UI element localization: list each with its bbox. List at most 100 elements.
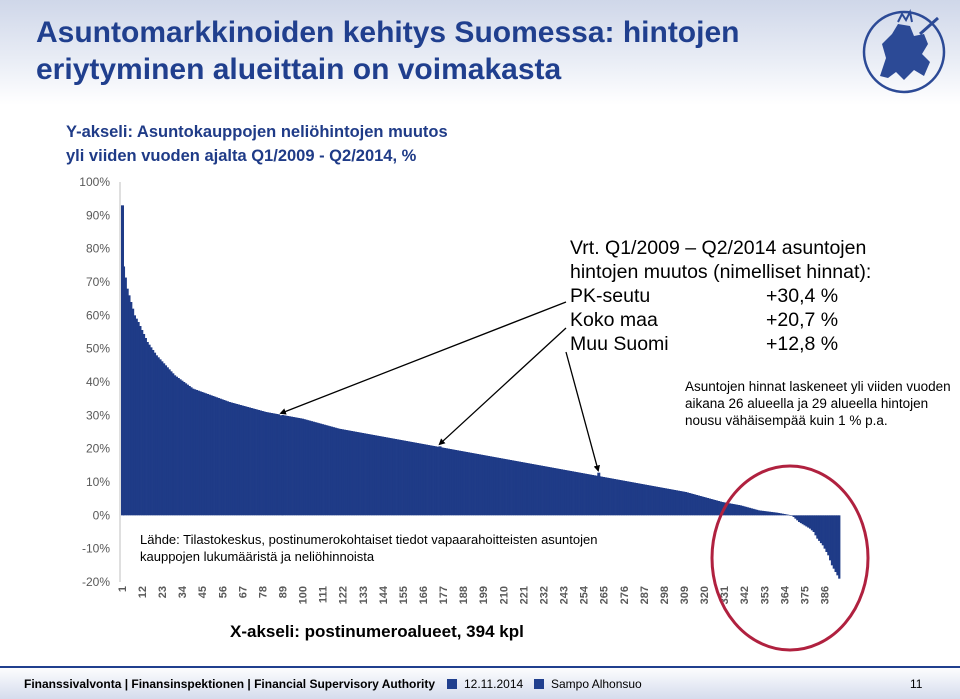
bar bbox=[555, 468, 558, 516]
bar bbox=[710, 499, 713, 516]
bar bbox=[318, 423, 321, 516]
bar bbox=[712, 499, 715, 516]
bar bbox=[121, 205, 124, 516]
bar bbox=[316, 422, 319, 516]
bar bbox=[179, 379, 182, 516]
bar bbox=[715, 500, 719, 516]
bar bbox=[241, 405, 244, 516]
bar bbox=[783, 514, 786, 516]
footer-square-icon bbox=[447, 679, 457, 689]
footer-page-number: 11 bbox=[910, 677, 923, 691]
bar bbox=[343, 429, 346, 516]
bar bbox=[378, 436, 381, 516]
bar bbox=[407, 441, 410, 516]
bar bbox=[668, 489, 671, 516]
bar bbox=[529, 463, 532, 516]
bar bbox=[825, 515, 828, 552]
bar bbox=[188, 386, 191, 516]
bar bbox=[434, 446, 438, 516]
bar bbox=[819, 515, 823, 544]
bar bbox=[389, 438, 392, 516]
bar bbox=[245, 406, 248, 516]
bar bbox=[445, 448, 449, 516]
arrows bbox=[279, 301, 600, 472]
bar bbox=[429, 445, 432, 516]
bar bbox=[325, 425, 328, 516]
bar bbox=[299, 418, 303, 516]
bar bbox=[686, 492, 689, 516]
bar bbox=[589, 474, 593, 516]
bar bbox=[433, 446, 436, 516]
bar bbox=[152, 350, 155, 516]
bar bbox=[672, 489, 675, 516]
bar bbox=[509, 460, 512, 516]
bar bbox=[498, 458, 501, 516]
bar bbox=[657, 487, 660, 516]
bar bbox=[385, 437, 388, 516]
bar bbox=[146, 342, 149, 516]
bar bbox=[604, 477, 607, 516]
bar bbox=[544, 466, 547, 516]
bar bbox=[746, 507, 750, 516]
bar bbox=[808, 515, 812, 529]
bar bbox=[425, 444, 428, 516]
bar bbox=[360, 432, 363, 516]
bar bbox=[270, 413, 273, 516]
bar bbox=[254, 409, 257, 516]
bar bbox=[767, 511, 770, 516]
bar bbox=[730, 503, 733, 516]
x-tick-label: 309 bbox=[679, 586, 691, 604]
bar bbox=[164, 365, 168, 516]
bar bbox=[195, 390, 199, 516]
x-tick-label: 100 bbox=[298, 586, 310, 604]
bar bbox=[283, 415, 286, 516]
bar bbox=[646, 485, 649, 516]
bar bbox=[203, 392, 206, 516]
bar bbox=[230, 402, 233, 516]
bar bbox=[566, 470, 569, 516]
bar bbox=[473, 453, 476, 516]
bar bbox=[274, 413, 277, 516]
bar bbox=[699, 496, 702, 516]
bar bbox=[444, 448, 447, 516]
bar bbox=[577, 472, 580, 516]
bar bbox=[210, 395, 213, 516]
x-tick-label: 155 bbox=[398, 586, 410, 604]
bar bbox=[756, 509, 759, 516]
bar bbox=[372, 435, 376, 516]
bar bbox=[518, 461, 522, 516]
bar bbox=[495, 457, 498, 516]
bar bbox=[792, 515, 795, 517]
bar bbox=[239, 405, 242, 516]
bar bbox=[462, 451, 465, 516]
bar bbox=[516, 461, 520, 516]
x-tick-label: 133 bbox=[358, 586, 370, 604]
bar bbox=[352, 431, 355, 516]
x-tick-label: 45 bbox=[197, 586, 209, 598]
bar bbox=[166, 367, 169, 516]
bar bbox=[215, 397, 219, 516]
bar bbox=[139, 326, 142, 516]
bar bbox=[330, 426, 334, 516]
bar bbox=[606, 477, 609, 516]
bar bbox=[659, 487, 662, 516]
bar bbox=[175, 376, 178, 516]
bar bbox=[394, 439, 397, 516]
annotation-value: +30,4 % bbox=[766, 285, 839, 307]
bar bbox=[533, 464, 536, 516]
bar bbox=[535, 464, 538, 516]
bar bbox=[380, 436, 383, 516]
bar bbox=[403, 440, 407, 516]
x-tick-label: 34 bbox=[177, 585, 189, 598]
bar bbox=[814, 515, 817, 536]
bar bbox=[345, 430, 348, 516]
bar bbox=[226, 401, 230, 516]
bar bbox=[460, 451, 463, 516]
bar bbox=[637, 483, 640, 516]
bar bbox=[141, 330, 144, 516]
bar bbox=[549, 467, 553, 516]
bar bbox=[511, 460, 514, 516]
bar bbox=[776, 512, 779, 516]
bar bbox=[363, 433, 366, 516]
bar bbox=[288, 416, 292, 516]
